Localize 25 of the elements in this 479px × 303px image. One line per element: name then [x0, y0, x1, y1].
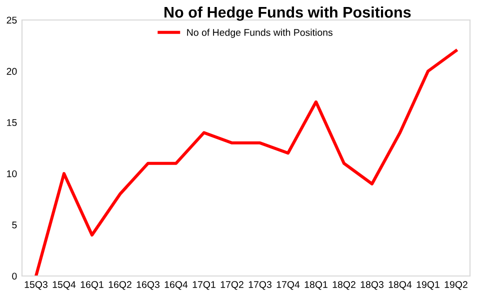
x-tick-label: 15Q4 — [52, 281, 76, 290]
x-tick-label: 18Q3 — [360, 281, 384, 290]
y-tick-label: 10 — [7, 170, 17, 178]
y-tick-label: 20 — [6, 68, 17, 75]
x-tick-label: 17Q4 — [276, 281, 300, 290]
x-tick-label: 19Q1 — [416, 281, 440, 290]
legend-label: No of Hedge Funds with Positions — [187, 28, 332, 38]
line-series — [34, 49, 458, 276]
x-tick-label: 18Q2 — [332, 281, 356, 290]
y-tick-label: 5 — [12, 222, 17, 228]
y-tick-label: 0 — [12, 272, 17, 280]
x-tick-label: 16Q3 — [136, 281, 160, 290]
y-tick-label: 15 — [7, 119, 17, 126]
x-tick-label: 16Q2 — [108, 281, 132, 290]
chart-title: No of Hedge Funds with Positions — [164, 6, 411, 21]
x-tick-label: 17Q1 — [192, 281, 216, 290]
x-tick-label: 18Q1 — [304, 281, 328, 290]
x-tick-label: 17Q2 — [220, 281, 244, 290]
x-tick-label: 19Q2 — [444, 281, 468, 290]
x-tick-label: 16Q1 — [80, 281, 104, 290]
x-tick-label: 16Q4 — [164, 281, 188, 290]
x-tick-label: 17Q3 — [248, 281, 272, 290]
x-tick-label: 18Q4 — [388, 281, 412, 290]
y-tick-label: 25 — [6, 16, 17, 24]
x-tick-label: 15Q3 — [24, 281, 48, 290]
